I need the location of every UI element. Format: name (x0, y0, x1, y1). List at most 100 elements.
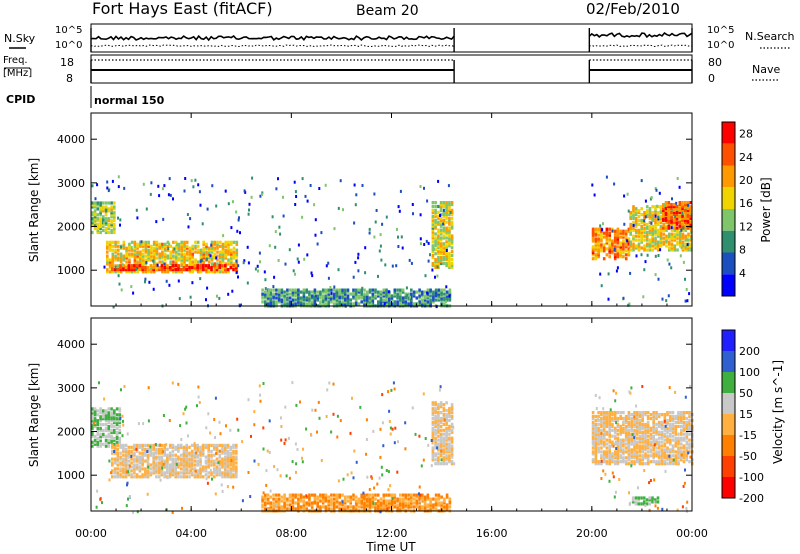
echo-cell (608, 245, 611, 249)
echo-cell (616, 436, 620, 440)
echo-cell (280, 288, 284, 292)
echo-cell (624, 434, 628, 438)
echo-cell (654, 224, 657, 228)
echo-cell (614, 440, 617, 444)
echo-cell (591, 430, 595, 434)
echo-cell (410, 302, 413, 306)
echo-cell (655, 450, 658, 454)
echo-cell (602, 222, 604, 226)
echo-cell (377, 501, 380, 505)
echo-cell (668, 262, 671, 266)
echo-cell (388, 420, 391, 423)
echo-cell (616, 460, 620, 464)
echo-cell (442, 432, 446, 436)
echo-cell (161, 246, 164, 250)
echo-cell (448, 454, 451, 458)
echo-cell (651, 496, 654, 500)
echo-cell (155, 246, 159, 250)
echo-cell (679, 213, 682, 217)
echo-cell (445, 203, 448, 207)
echo-cell (616, 454, 620, 458)
echo-cell (128, 248, 131, 252)
echo-cell (275, 493, 278, 497)
echo-cell (613, 414, 617, 419)
echo-cell (349, 501, 352, 505)
echo-cell (668, 234, 671, 238)
colorbar-segment (722, 122, 735, 144)
echo-cell (439, 242, 443, 246)
echo-cell (305, 501, 308, 505)
echo-cell (158, 457, 161, 461)
echo-cell (676, 228, 679, 232)
echo-cell (594, 450, 598, 454)
echo-cell (210, 459, 213, 463)
echo-cell (410, 495, 413, 499)
echo-cell (206, 207, 209, 211)
echo-cell (185, 451, 188, 455)
echo-cell (670, 234, 674, 238)
echo-cell (591, 183, 594, 187)
echo-cell (382, 290, 386, 294)
echo-cell (448, 497, 452, 501)
echo-cell (185, 264, 188, 268)
echo-cell (673, 220, 676, 224)
echo-cell (221, 459, 224, 463)
echo-cell (119, 467, 122, 471)
echo-cell (133, 268, 136, 272)
echo-cell (597, 255, 600, 259)
echo-cell (380, 465, 383, 469)
echo-cell (349, 497, 352, 501)
echo-cell (119, 457, 122, 461)
echo-cell (406, 293, 409, 297)
echo-cell (431, 240, 435, 244)
echo-cell (602, 436, 606, 440)
echo-cell (399, 499, 402, 503)
echo-cell (279, 232, 282, 236)
echo-cell (301, 456, 303, 460)
echo-cell (185, 443, 188, 447)
echo-cell (217, 461, 220, 465)
echo-cell (605, 416, 609, 421)
echo-cell (91, 425, 94, 429)
echo-cell (665, 244, 668, 248)
echo-cell (179, 461, 183, 465)
echo-cell (110, 207, 113, 211)
echo-cell (378, 476, 381, 480)
echo-cell (114, 256, 117, 260)
echo-cell (275, 288, 278, 292)
colorbar-tick-label: 20 (739, 174, 753, 187)
echo-cell (605, 231, 609, 235)
echo-cell (633, 416, 636, 421)
echo-cell (645, 244, 649, 248)
echo-cell (652, 418, 655, 423)
colorbar-tick-label: 12 (739, 220, 753, 233)
echo-cell (207, 457, 210, 461)
echo-cell (152, 246, 156, 250)
echo-cell (439, 432, 443, 436)
echo-cell (671, 438, 675, 442)
echo-cell (442, 246, 446, 250)
echo-cell (314, 408, 317, 412)
echo-cell (261, 192, 263, 196)
echo-cell (399, 294, 402, 298)
echo-cell (124, 463, 128, 467)
echo-cell (644, 446, 647, 450)
echo-cell (662, 214, 665, 218)
echo-cell (102, 415, 105, 419)
echo-cell (106, 258, 109, 262)
echo-cell (268, 244, 271, 248)
echo-cell (445, 454, 448, 458)
echo-cell (445, 210, 448, 214)
echo-cell (651, 236, 654, 240)
echo-cell (174, 467, 177, 471)
echo-cell (613, 434, 617, 438)
echo-cell (379, 296, 383, 300)
echo-cell (99, 411, 102, 415)
echo-cell (133, 258, 137, 262)
echo-cell (335, 495, 339, 499)
echo-cell (404, 296, 408, 300)
echo-cell (343, 495, 347, 499)
echo-cell (414, 432, 417, 436)
echo-cell (594, 422, 598, 426)
nave-tick-top: 80 (708, 56, 722, 69)
